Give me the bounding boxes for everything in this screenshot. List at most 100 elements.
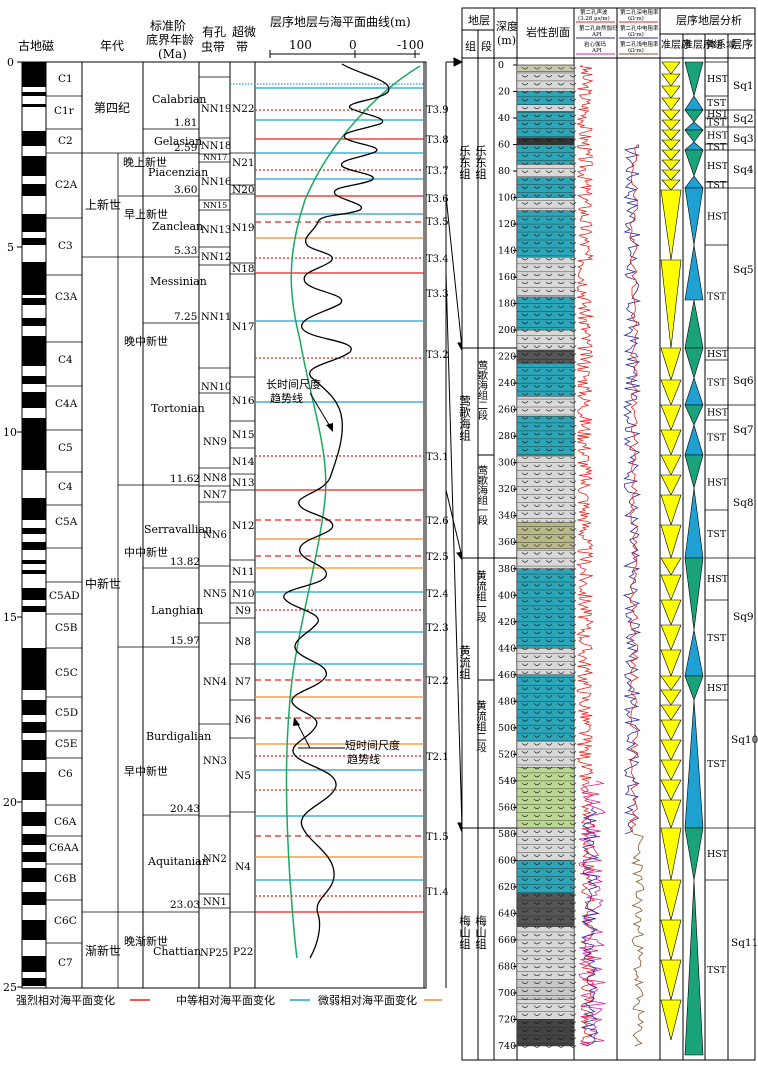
depth-tick: 660 [498, 935, 516, 946]
sequence-label: Sq3 [733, 133, 754, 145]
chron-labels: C1 C1r C2 C2A C3 C3A C4 C4A C5 C4 C5A C5… [49, 73, 80, 969]
n-zone: N21 [232, 157, 255, 169]
systems-tract-label: TST [707, 292, 727, 303]
parasequence-triangle [661, 179, 681, 191]
depth-tick: 80 [498, 166, 510, 177]
parasequence-triangle [660, 347, 682, 382]
huangliu-member-2: 黄流组二段 [475, 699, 487, 753]
polarity-band [22, 238, 46, 245]
n-zone: N9 [235, 605, 251, 617]
t-boundary: T3.8 [426, 135, 449, 146]
polarity-band [22, 542, 46, 550]
nn-zone: NN17 [203, 153, 227, 162]
parasequence-triangle [684, 557, 704, 631]
nn-zone: NN12 [201, 252, 231, 263]
depth-tick: 100 [498, 193, 516, 204]
chron-label: C6A [54, 816, 77, 828]
polarity-band [22, 956, 46, 972]
depth-header: 深度 [496, 19, 518, 33]
n-zone: N18 [232, 263, 255, 275]
lithology-bed [516, 296, 575, 331]
polarity-band [22, 214, 46, 232]
systems-tract-label: HST [707, 161, 729, 172]
polarity-band [22, 812, 46, 826]
foram-header-2: 虫带 [201, 40, 225, 54]
sequence-labels: Sq1 Sq2 Sq3 Sq4 Sq5 Sq6 Sq7 Sq8 Sq9 Sq10… [731, 80, 758, 949]
nn-zone: NN13 [201, 225, 231, 236]
n-zone: N13 [232, 477, 255, 489]
stage-age: 5.33 [174, 245, 197, 257]
lithology-bed [516, 999, 575, 1020]
stage-header-3: (Ma) [158, 47, 187, 61]
systems-tract-label: HST [707, 349, 729, 360]
polarity-band [22, 868, 46, 882]
parasequence-triangle [661, 169, 681, 181]
chron-label: C2 [58, 135, 73, 147]
parasequence-triangle [660, 189, 682, 261]
polarity-band [22, 570, 46, 574]
lithology-bed [516, 111, 575, 139]
parasequence-triangle [660, 599, 682, 626]
polarity-band [22, 62, 46, 87]
short-trend-label: 短时间尺度 [345, 738, 400, 752]
polarity-band [22, 740, 46, 760]
lithology-bed [516, 979, 575, 1000]
nn-zone-labels: NN19 NN18 NN17 NN16 NN15 NN13 NN12 NN11 … [200, 104, 231, 959]
log3-unit: API [591, 48, 602, 54]
chron-label: C6C [54, 915, 77, 927]
depth-tick: 320 [498, 484, 516, 495]
polarity-band [22, 156, 46, 176]
sub-epoch: 晚中新世 [124, 334, 168, 348]
chron-label: C6 [58, 768, 73, 780]
lithology-bed [516, 104, 575, 112]
legend: 强烈相对海平面变化 中等相对海平面变化 微弱相对海平面变化 [16, 993, 442, 1007]
chron-label: C5 [58, 442, 73, 454]
systems-tract-label: TST [707, 142, 727, 153]
stage-age: 20.43 [170, 803, 200, 815]
nn-zone: NN9 [203, 437, 227, 448]
n-zone: N12 [232, 520, 255, 532]
sequence-label: Sq8 [733, 497, 754, 509]
lithology-bed [516, 416, 575, 457]
lithology-bed [516, 349, 575, 364]
nn-zone: NN3 [203, 756, 227, 767]
parasequence-triangle [661, 159, 681, 171]
curve-tick-0: 0 [349, 38, 357, 52]
stage-label: Serravallian [144, 523, 212, 536]
log6-unit: (Ω·m) [628, 47, 644, 54]
log-trace [578, 780, 606, 1047]
parasequence-triangle [660, 557, 682, 576]
systems-tract-label: HST [707, 212, 729, 223]
strata-header: 地层 [468, 14, 490, 27]
t-boundary: T3.4 [426, 254, 449, 265]
parasequence-triangle [660, 739, 682, 761]
parasequence-triangle [660, 259, 682, 349]
q1-header: 准层序 [661, 38, 691, 51]
parasequence-triangle [660, 689, 682, 706]
nn-zone: NN18 [201, 141, 231, 152]
parasequence-triangle [660, 799, 682, 829]
depth-tick: 520 [498, 749, 516, 760]
systems-tract-label: TST [707, 98, 727, 109]
depth-tick: 260 [498, 405, 516, 416]
lithology-bed [516, 893, 575, 927]
t-boundary: T3.1 [426, 452, 449, 463]
systems-tract-label: HST [707, 131, 729, 142]
depth-tick: 480 [498, 696, 516, 707]
n-zone-labels: N22 N21 N20 N19 N18 N17 N16 N15 N14 N13 … [232, 103, 255, 958]
log4-unit: (Ω·m) [628, 15, 644, 22]
log5-name: 第二孔中电阻率 [620, 24, 659, 32]
n-zone: N16 [232, 395, 255, 407]
lithology-bed [516, 568, 575, 649]
formation-header: 组 [465, 39, 476, 53]
n-zone: N14 [232, 456, 255, 468]
sequence-label: Sq1 [733, 80, 754, 92]
paleomag-header: 古地磁 [18, 38, 54, 53]
sub-epoch: 早中新世 [124, 764, 168, 778]
systems-tract-label: TST [707, 118, 727, 129]
age-tick-0: 0 [7, 56, 14, 69]
depth-tick: 440 [498, 643, 516, 654]
legend-weak: 微弱相对海平面变化 [318, 993, 417, 1007]
stage-labels: Calabrian Gelasian Piacenzian Zanclean M… [144, 93, 212, 958]
